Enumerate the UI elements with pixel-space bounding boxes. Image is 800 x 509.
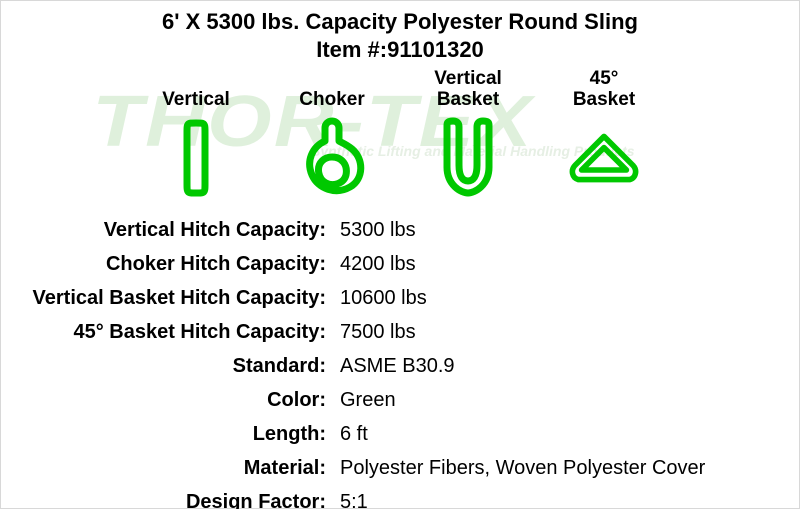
spec-label: Vertical Basket Hitch Capacity: <box>1 285 326 312</box>
hitch-configurations: Vertical Choker Vertical Basket 45° Bask… <box>1 67 799 203</box>
item-label: Item #: <box>316 37 387 62</box>
spec-value: Polyester Fibers, Woven Polyester Cover <box>340 455 799 482</box>
config-45-basket: 45° Basket <box>549 67 659 203</box>
spec-label: 45° Basket Hitch Capacity: <box>1 319 326 346</box>
spec-value: ASME B30.9 <box>340 353 799 380</box>
spec-value: Green <box>340 387 799 414</box>
item-number-line: Item #:91101320 <box>1 37 799 63</box>
spec-label: Length: <box>1 421 326 448</box>
page-title: 6' X 5300 lbs. Capacity Polyester Round … <box>1 9 799 35</box>
spec-table: Vertical Hitch Capacity: 5300 lbs Choker… <box>1 217 799 509</box>
spec-label: Design Factor: <box>1 489 326 509</box>
spec-value: 7500 lbs <box>340 319 799 346</box>
choker-icon <box>292 113 372 203</box>
spec-value: 5300 lbs <box>340 217 799 244</box>
spec-label: Material: <box>1 455 326 482</box>
spec-value: 6 ft <box>340 421 799 448</box>
config-vertical: Vertical <box>141 67 251 203</box>
vertical-icon <box>156 113 236 203</box>
spec-value: 10600 lbs <box>340 285 799 312</box>
spec-label: Choker Hitch Capacity: <box>1 251 326 278</box>
config-choker: Choker <box>277 67 387 203</box>
config-label: Vertical <box>162 67 230 111</box>
config-label: Choker <box>299 67 364 111</box>
config-label: Vertical Basket <box>434 67 502 111</box>
spec-label: Vertical Hitch Capacity: <box>1 217 326 244</box>
item-number: 91101320 <box>387 37 484 62</box>
spec-label: Standard: <box>1 353 326 380</box>
spec-value: 5:1 <box>340 489 799 509</box>
config-label: 45° Basket <box>573 67 635 111</box>
angled-basket-icon <box>564 113 644 203</box>
config-vertical-basket: Vertical Basket <box>413 67 523 203</box>
spec-value: 4200 lbs <box>340 251 799 278</box>
spec-label: Color: <box>1 387 326 414</box>
vertical-basket-icon <box>428 113 508 203</box>
